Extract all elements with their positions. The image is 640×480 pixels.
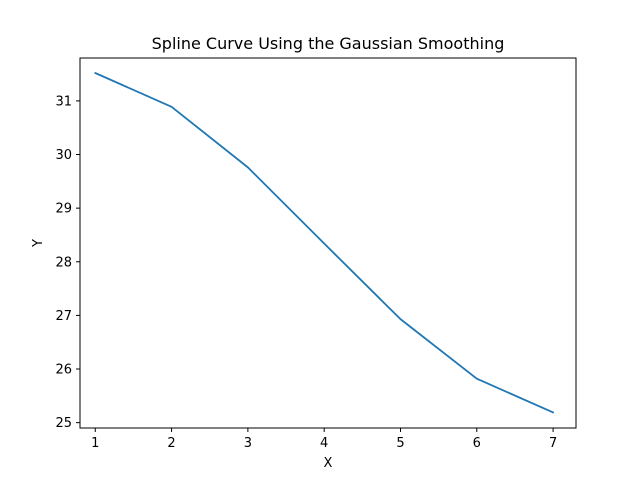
x-axis-label: X <box>324 456 333 471</box>
plot-area: 1 2 3 4 5 6 7 25 26 27 28 29 30 31 <box>55 57 577 451</box>
x-tick-label: 4 <box>320 436 328 451</box>
y-axis: 25 26 27 28 29 30 31 <box>55 94 80 431</box>
series-group <box>94 72 555 414</box>
chart-title: Spline Curve Using the Gaussian Smoothin… <box>152 34 505 53</box>
series-line <box>94 72 555 414</box>
y-tick-label: 26 <box>55 363 72 378</box>
x-tick-label: 5 <box>396 436 404 451</box>
y-axis-label: Y <box>31 239 46 248</box>
y-tick-label: 29 <box>55 202 72 217</box>
x-tick-label: 7 <box>549 436 557 451</box>
x-tick-label: 3 <box>244 436 252 451</box>
y-tick-label: 27 <box>55 309 72 324</box>
x-axis: 1 2 3 4 5 6 7 <box>91 428 557 451</box>
y-tick-label: 30 <box>55 148 72 163</box>
x-tick-label: 1 <box>91 436 99 451</box>
y-tick-label: 31 <box>55 94 72 109</box>
x-tick-label: 2 <box>167 436 175 451</box>
y-tick-label: 25 <box>55 416 72 431</box>
plot-frame <box>79 57 577 429</box>
x-tick-label: 6 <box>473 436 481 451</box>
y-tick-label: 28 <box>55 255 72 270</box>
